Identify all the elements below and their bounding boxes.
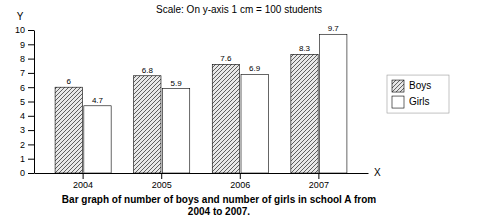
legend-item: Girls xyxy=(392,96,430,108)
x-tick-label: 2006 xyxy=(230,180,250,190)
y-tick-mark xyxy=(28,30,34,31)
y-tick-label: 7 xyxy=(20,68,25,78)
x-tick-mark xyxy=(161,173,162,179)
y-tick-mark xyxy=(28,159,34,160)
legend: Boys Girls xyxy=(387,75,449,113)
plot: 0 1 2 3 4 5 6 7 8 9 10 2004 2005 2006 2007 6 6.8 7.6 8.3 4.… xyxy=(15,11,381,190)
y-tick-mark xyxy=(28,173,34,174)
bar xyxy=(241,74,268,173)
y-tick-mark xyxy=(28,59,34,60)
y-tick-label: 5 xyxy=(20,97,25,107)
legend-label: Boys xyxy=(409,80,431,91)
subtitle: Scale: On y-axis 1 cm = 100 students xyxy=(156,4,322,15)
y-axis-label: Y xyxy=(17,11,24,22)
data-label: 8.3 xyxy=(299,44,311,53)
x-tick-mark xyxy=(318,173,319,179)
bars xyxy=(55,34,347,173)
title: Bar graph of number of boys and number o… xyxy=(62,194,376,205)
y-tick: 5 xyxy=(20,97,34,107)
bar xyxy=(84,106,111,173)
y-tick-mark xyxy=(28,116,34,117)
data-label: 9.7 xyxy=(328,24,340,33)
bar xyxy=(320,34,347,173)
y-tick-label: 2 xyxy=(20,140,25,150)
title: 2004 to 2007. xyxy=(188,206,250,217)
x-tick: 2004 xyxy=(73,173,93,190)
y-tick: 3 xyxy=(20,125,34,135)
x-tick-label: 2004 xyxy=(73,180,93,190)
x-tick-label: 2007 xyxy=(309,180,329,190)
y-tick: 7 xyxy=(20,68,34,78)
x-tick-mark xyxy=(240,173,241,179)
y-tick: 10 xyxy=(15,25,34,35)
y-tick: 4 xyxy=(20,111,34,121)
y-tick-label: 8 xyxy=(20,54,25,64)
y-tick: 6 xyxy=(20,83,34,93)
y-tick: 8 xyxy=(20,54,34,64)
y-tick: 1 xyxy=(20,154,34,164)
y-tick-label: 1 xyxy=(20,154,25,164)
data-label: 6.8 xyxy=(142,66,154,75)
x-tick: 2006 xyxy=(230,173,250,190)
y-tick-label: 10 xyxy=(15,25,25,35)
bar xyxy=(55,87,82,173)
y-axis-line xyxy=(34,31,35,174)
y-tick-label: 6 xyxy=(20,83,25,93)
bar xyxy=(291,54,318,173)
y-tick-label: 0 xyxy=(20,168,25,178)
legend-item: Boys xyxy=(392,80,431,92)
y-tick: 9 xyxy=(20,40,34,50)
y-tick: 2 xyxy=(20,140,34,150)
data-label: 4.7 xyxy=(92,96,104,105)
bar xyxy=(134,76,161,173)
y-axis: 0 1 2 3 4 5 6 7 8 9 10 xyxy=(15,25,35,178)
y-tick-mark xyxy=(28,44,34,45)
x-tick: 2005 xyxy=(152,173,172,190)
y-tick-mark xyxy=(28,87,34,88)
bar xyxy=(162,89,189,173)
data-label: 7.6 xyxy=(220,54,232,63)
x-axis-label: X xyxy=(374,167,381,178)
x-axis: 2004 2005 2006 2007 xyxy=(35,173,369,190)
x-tick-label: 2005 xyxy=(152,180,172,190)
y-tick-mark xyxy=(28,130,34,131)
legend-swatch xyxy=(392,80,404,92)
legend-frame xyxy=(387,75,449,113)
data-label: 6.9 xyxy=(249,64,261,73)
y-tick: 0 xyxy=(20,168,34,178)
chart: 0 1 2 3 4 5 6 7 8 9 10 2004 2005 2006 2007 6 6.8 7.6 8.3 4.… xyxy=(0,0,478,221)
x-tick: 2007 xyxy=(309,173,329,190)
bar xyxy=(212,64,239,173)
data-labels: 6 6.8 7.6 8.3 4.7 5.9 6.9 9.7 xyxy=(67,24,340,105)
legend-swatch xyxy=(392,96,404,108)
x-tick-mark xyxy=(83,173,84,179)
data-label: 5.9 xyxy=(171,79,183,88)
y-tick-label: 4 xyxy=(20,111,25,121)
y-tick-label: 9 xyxy=(20,40,25,50)
legend-label: Girls xyxy=(409,96,430,107)
data-label: 6 xyxy=(67,77,72,86)
y-tick-mark xyxy=(28,144,34,145)
y-tick-mark xyxy=(28,73,34,74)
y-tick-mark xyxy=(28,102,34,103)
y-tick-label: 3 xyxy=(20,125,25,135)
